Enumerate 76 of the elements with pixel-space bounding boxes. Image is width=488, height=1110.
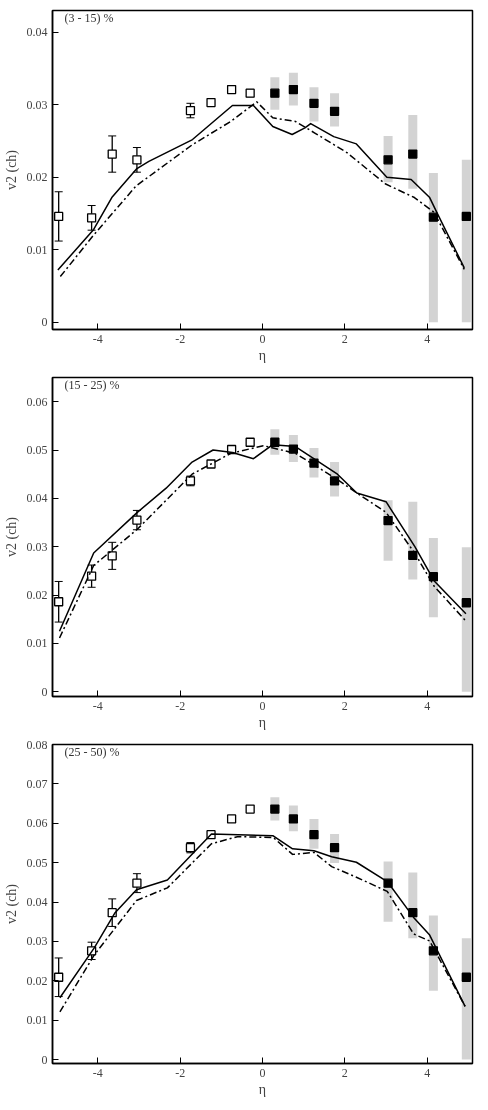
point [383, 155, 393, 165]
x-tick-label: -2 [175, 1065, 186, 1080]
y-tick-label: 0.01 [26, 242, 48, 257]
point [461, 598, 471, 608]
annotation: (3 - 15) % [64, 10, 114, 25]
x-tick-label: 4 [424, 331, 431, 346]
y-tick-label: 0.03 [26, 97, 48, 112]
point [329, 843, 340, 853]
point [54, 211, 64, 222]
point [288, 814, 299, 824]
point [245, 437, 255, 447]
point [309, 98, 319, 108]
x-tick-label: -4 [92, 331, 103, 346]
y-tick-label: 0.03 [26, 934, 48, 949]
y-axis-title: v2 (ch) [3, 883, 20, 925]
x-tick-label: -4 [92, 698, 103, 713]
y-tick-label: 0.06 [26, 816, 48, 831]
y-tick-label: 0.07 [26, 776, 48, 791]
annotation: (25 - 50) % [64, 744, 120, 759]
y-tick-label: 0 [41, 315, 48, 330]
point [206, 459, 216, 469]
annotation: (15 - 25) % [64, 377, 120, 392]
x-tick-label: 0 [259, 698, 266, 713]
point [132, 515, 142, 525]
y-tick-label: 0.06 [26, 394, 48, 409]
y-axis-title: v2 (ch) [3, 516, 20, 558]
x-tick-label: 2 [341, 698, 348, 713]
point [329, 476, 340, 486]
point [226, 814, 237, 824]
point [408, 149, 418, 159]
y-tick-label: 0.03 [26, 539, 48, 554]
point [288, 84, 299, 95]
x-tick-label: 2 [341, 1065, 348, 1080]
x-axis-title: η [258, 1081, 267, 1097]
point [428, 212, 439, 222]
x-axis-title: η [258, 347, 267, 363]
point [270, 88, 280, 98]
point [383, 515, 393, 526]
y-tick-label: 0.04 [26, 491, 48, 506]
y-tick-label: 0.05 [26, 855, 48, 870]
point [86, 213, 97, 223]
point [245, 804, 255, 814]
x-tick-label: -2 [175, 331, 186, 346]
x-tick-label: 4 [424, 698, 431, 713]
x-axis-title: η [258, 714, 267, 730]
point [461, 972, 471, 982]
y-tick-label: 0.01 [26, 636, 48, 651]
y-tick-label: 0 [41, 684, 48, 699]
point [309, 830, 319, 840]
point [107, 551, 117, 561]
point [383, 878, 393, 888]
x-tick-label: -2 [175, 698, 186, 713]
y-axis-title: v2 (ch) [3, 149, 20, 191]
point [107, 149, 117, 159]
y-tick-label: 0.02 [26, 973, 48, 988]
y-tick-label: 0.02 [26, 170, 48, 185]
point [132, 155, 142, 165]
point [206, 97, 216, 108]
point [270, 804, 280, 814]
point [54, 597, 64, 607]
y-tick-label: 0.08 [26, 737, 48, 752]
x-tick-label: 2 [341, 331, 348, 346]
y-tick-label: 0.02 [26, 588, 48, 602]
x-tick-label: -4 [92, 1065, 103, 1080]
x-tick-label: 0 [259, 1065, 266, 1080]
y-tick-label: 0.04 [26, 25, 48, 40]
point [226, 84, 237, 95]
x-tick-label: 0 [259, 331, 266, 346]
y-tick-label: 0.04 [26, 895, 48, 910]
point [329, 106, 340, 116]
y-tick-label: 0 [41, 1052, 48, 1067]
point [461, 211, 471, 222]
point [132, 878, 142, 888]
x-tick-label: 4 [424, 1065, 431, 1080]
y-tick-label: 0.05 [26, 443, 48, 457]
y-tick-label: 0.01 [26, 1013, 48, 1028]
